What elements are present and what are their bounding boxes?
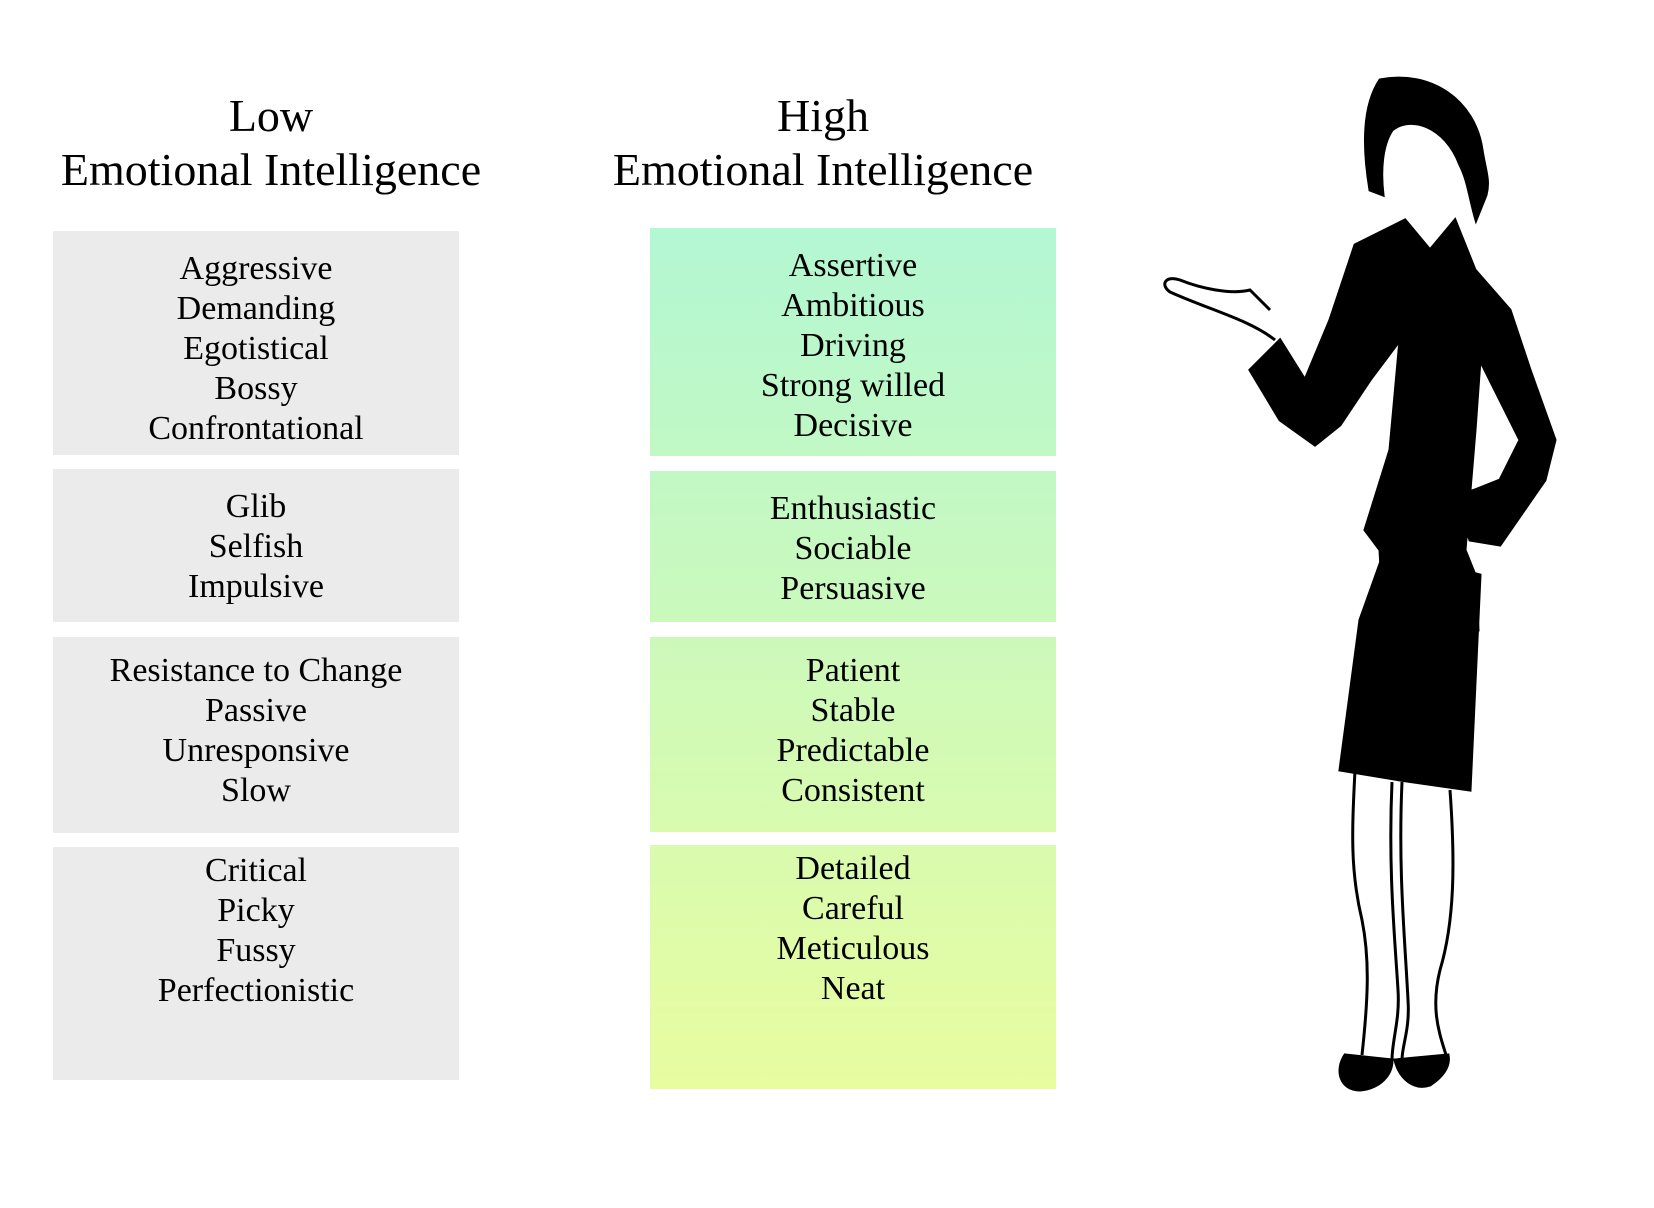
high-ei-group-4: Detailed Careful Meticulous Neat (650, 845, 1056, 1089)
low-ei-group-3: Resistance to Change Passive Unresponsive S… (53, 637, 459, 833)
trait-label: Picky (217, 892, 295, 929)
trait-label: Patient (805, 652, 901, 689)
trait-label: Resistance to Change (109, 652, 403, 689)
trait-label: Impulsive (188, 568, 324, 605)
trait-label: Fussy (216, 932, 296, 969)
trait-label: Decisive (793, 407, 913, 444)
high-ei-group-2: Enthusiastic Sociable Persuasive (650, 471, 1056, 622)
trait-label: Neat (820, 970, 886, 1007)
trait-label: Demanding (176, 290, 336, 327)
high-ei-group-1: Assertive Ambitious Driving Strong willed De… (650, 228, 1056, 456)
trait-label: Detailed (795, 850, 911, 887)
trait-label: Perfectionistic (157, 972, 355, 1009)
trait-label: Enthusiastic (769, 490, 937, 527)
trait-label: Stable (810, 692, 896, 729)
trait-label: Slow (221, 772, 291, 809)
trait-label: Assertive (788, 247, 918, 284)
trait-label: Sociable (794, 530, 912, 567)
high-title-line1: High (777, 90, 869, 141)
high-ei-group-3: Patient Stable Predictable Consistent (650, 637, 1056, 832)
trait-label: Consistent (781, 772, 925, 809)
trait-label: Careful (802, 890, 904, 927)
low-ei-group-1: Aggressive Demanding Egotistical Bossy Confr… (53, 231, 459, 455)
low-ei-group-4: Critical Picky Fussy Perfectionistic (53, 847, 459, 1080)
trait-label: Egotistical (183, 330, 329, 367)
trait-label: Critical (205, 852, 307, 889)
high-title-line2: Emotional Intelligence (612, 144, 1034, 195)
trait-label: Passive (205, 692, 307, 729)
trait-label: Ambitious (781, 287, 925, 324)
low-title-line1: Low (228, 90, 314, 141)
low-title-line2: Emotional Intelligence (60, 144, 482, 195)
trait-label: Confrontational (148, 410, 364, 447)
trait-label: Aggressive (179, 250, 333, 287)
trait-label: Selfish (208, 528, 304, 565)
trait-label: Glib (225, 488, 287, 525)
trait-label: Bossy (214, 370, 298, 407)
low-ei-title: Low Emotional Intelligence (11, 89, 531, 197)
trait-label: Meticulous (776, 930, 930, 967)
businesswoman-silhouette-icon (1163, 76, 1557, 1092)
low-ei-group-2: Glib Selfish Impulsive (53, 469, 459, 622)
trait-label: Unresponsive (162, 732, 350, 769)
trait-label: Strong willed (760, 367, 946, 404)
trait-label: Driving (800, 327, 906, 364)
trait-label: Persuasive (780, 570, 926, 607)
trait-label: Predictable (776, 732, 930, 769)
high-ei-title: High Emotional Intelligence (563, 89, 1083, 197)
